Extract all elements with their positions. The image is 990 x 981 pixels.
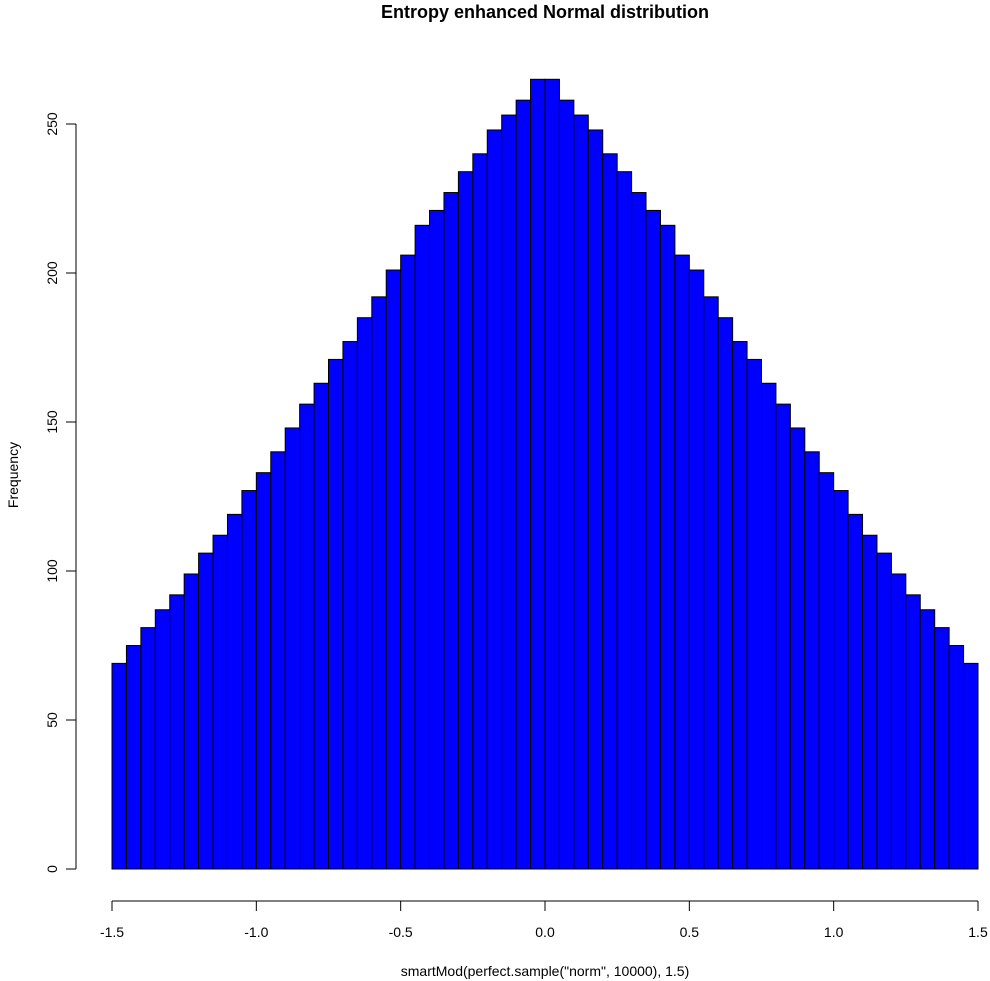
x-axis-label: smartMod(perfect.sample("norm", 10000), … (401, 963, 690, 979)
y-tick-label: 200 (44, 261, 60, 285)
chart-title: Entropy enhanced Normal distribution (381, 2, 709, 22)
y-tick-label: 0 (44, 865, 60, 873)
histogram-bar (717, 317, 734, 870)
x-tick-label: 0.5 (680, 924, 700, 940)
histogram-bar (558, 99, 575, 870)
histogram-bar (356, 317, 373, 870)
histogram-bar (429, 209, 445, 870)
histogram-bar (414, 224, 431, 870)
x-tick-label: -1.0 (244, 924, 268, 940)
histogram-bar (472, 153, 488, 870)
histogram-bar (804, 451, 820, 870)
histogram-bar (905, 594, 921, 870)
histogram-bar (443, 192, 459, 870)
histogram-bar (255, 472, 272, 870)
histogram-bar (125, 645, 142, 870)
histogram-bar (789, 427, 806, 870)
histogram-bar (674, 254, 690, 870)
histogram-bar (183, 573, 200, 870)
histogram-bar (703, 296, 719, 870)
histogram-bar (486, 129, 503, 870)
histogram-bar (385, 269, 402, 870)
histogram-bar (818, 472, 835, 870)
y-tick-label: 100 (44, 559, 60, 583)
y-tick-label: 50 (44, 712, 60, 728)
histogram-bar (154, 609, 171, 870)
histogram-bar (659, 224, 676, 870)
histogram-bar (241, 490, 257, 870)
histogram-bar (631, 192, 647, 870)
histogram-bar (400, 254, 416, 870)
histogram-bar (688, 269, 705, 870)
histogram-bar (862, 534, 878, 870)
histogram-bar (732, 341, 748, 870)
histogram-bar (948, 645, 965, 870)
x-tick-label: -0.5 (389, 924, 413, 940)
histogram-bar (573, 114, 589, 870)
histogram-bar (371, 296, 387, 870)
x-tick-label: 1.0 (824, 924, 844, 940)
x-tick-label: 0.0 (535, 924, 555, 940)
y-tick-label: 150 (44, 410, 60, 434)
y-axis: 0 50 100 150 200 250 (44, 112, 77, 873)
x-tick-label: 1.5 (968, 924, 988, 940)
histogram-bar (501, 114, 517, 870)
histogram-bar (587, 129, 604, 870)
histogram-bar (746, 358, 762, 870)
histogram-bar (299, 403, 315, 870)
x-tick-label: -1.5 (100, 924, 124, 940)
histogram-bar (761, 382, 777, 870)
histogram-bar (775, 403, 791, 870)
histogram-bar (342, 341, 358, 870)
histogram-bar (890, 573, 907, 870)
histogram-bar (457, 171, 474, 870)
histogram-bar (169, 594, 185, 870)
histogram-bar (212, 534, 228, 870)
histogram-bar (645, 209, 661, 870)
histogram-bar (602, 153, 618, 870)
histogram-bar (544, 78, 560, 870)
histogram-bar (328, 358, 344, 870)
histogram-bar (616, 171, 633, 870)
histogram-bar (833, 490, 849, 870)
histogram-bar (876, 552, 892, 870)
histogram-bar (934, 627, 950, 870)
bars-group (111, 78, 979, 870)
y-axis-label: Frequency (5, 442, 21, 508)
y-tick-label: 250 (44, 112, 60, 136)
histogram-bar (140, 627, 156, 870)
histogram-bar (530, 78, 546, 870)
histogram-bar (284, 427, 301, 870)
histogram-bar (847, 513, 864, 870)
histogram-bar (111, 662, 127, 870)
histogram-bar (226, 513, 243, 870)
histogram-bar (963, 662, 979, 870)
x-axis: -1.5 -1.0 -0.5 0.0 0.5 1.0 1.5 (100, 900, 988, 940)
histogram-bar (515, 99, 532, 870)
histogram-bar (313, 382, 330, 870)
histogram-bar (919, 609, 936, 870)
histogram-bar (198, 552, 214, 870)
histogram-bar (270, 451, 286, 870)
